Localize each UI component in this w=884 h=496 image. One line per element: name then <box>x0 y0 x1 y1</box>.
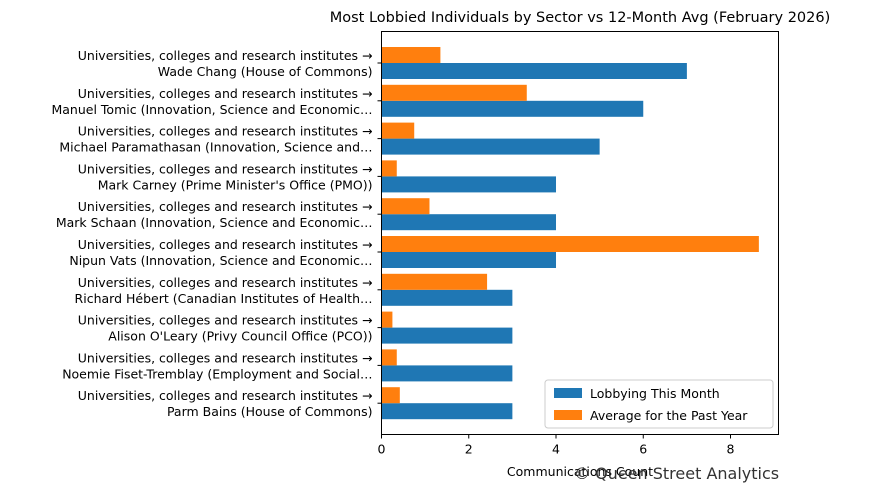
bar-this-month-6 <box>381 252 557 268</box>
y-tick-label-sector: Universities, colleges and research inst… <box>78 388 373 403</box>
bar-this-month-5 <box>381 214 557 231</box>
y-tick-label-sector: Universities, colleges and research inst… <box>78 86 373 101</box>
y-tick-label-sector: Universities, colleges and research inst… <box>78 237 373 252</box>
y-tick-label-sector: Universities, colleges and research inst… <box>78 124 373 139</box>
bar-past-year-avg-4 <box>381 160 397 177</box>
plot-frame <box>381 31 779 435</box>
legend-box <box>544 379 774 429</box>
bar-past-year-avg-10 <box>381 387 400 404</box>
chart-title: Most Lobbied Individuals by Sector vs 12… <box>330 10 831 26</box>
y-tick-label-name: Parm Bains (House of Commons) <box>167 404 373 419</box>
x-tick-label: 0 <box>378 442 386 457</box>
legend-swatch <box>554 410 582 420</box>
bar-this-month-10 <box>381 403 513 420</box>
bar-past-year-avg-9 <box>381 349 397 366</box>
y-tick-label-sector: Universities, colleges and research inst… <box>78 48 373 63</box>
bar-past-year-avg-3 <box>381 122 415 139</box>
y-tick-label-name: Noemie Fiset-Tremblay (Employment and So… <box>62 366 372 381</box>
x-tick-label: 8 <box>727 442 735 457</box>
bar-this-month-7 <box>381 289 513 306</box>
bar-this-month-4 <box>381 176 557 193</box>
bar-past-year-avg-1 <box>381 47 441 63</box>
bar-this-month-3 <box>381 138 600 155</box>
bar-past-year-avg-6 <box>381 236 759 252</box>
x-axis-label: Communications Count <box>507 464 653 479</box>
y-tick-label-name: Michael Paramathasan (Innovation, Scienc… <box>59 140 372 155</box>
x-tick-label: 4 <box>552 442 560 457</box>
y-tick-label-name: Manuel Tomic (Innovation, Science and Ec… <box>51 102 372 117</box>
y-tick-label-name: Mark Schaan (Innovation, Science and Eco… <box>56 215 373 230</box>
y-tick-label-name: Wade Chang (House of Commons) <box>158 64 373 79</box>
x-tick-label: 2 <box>465 442 473 457</box>
y-tick-label-sector: Universities, colleges and research inst… <box>78 350 373 365</box>
y-tick-label-name: Alison O'Leary (Privy Council Office (PC… <box>108 329 372 344</box>
bar-this-month-2 <box>381 100 644 117</box>
y-tick-label-name: Richard Hébert (Canadian Institutes of H… <box>75 291 373 306</box>
legend: Lobbying This Month Average for the Past … <box>544 379 774 429</box>
bars-layer <box>381 47 759 420</box>
y-tick-labels: Universities, colleges and research inst… <box>51 48 382 419</box>
bar-this-month-8 <box>381 327 513 344</box>
bar-past-year-avg-2 <box>381 84 527 101</box>
bar-this-month-1 <box>381 63 687 79</box>
bar-past-year-avg-5 <box>381 198 430 215</box>
bar-past-year-avg-8 <box>381 311 393 328</box>
x-axis: 0 2 4 6 8 <box>378 434 735 457</box>
watermark: © Queen Street Analytics <box>574 464 780 483</box>
y-tick-label-sector: Universities, colleges and research inst… <box>78 199 373 214</box>
legend-label: Average for the Past Year <box>590 408 748 423</box>
bar-this-month-9 <box>381 365 513 382</box>
y-tick-label-sector: Universities, colleges and research inst… <box>78 161 373 176</box>
y-tick-label-sector: Universities, colleges and research inst… <box>78 275 373 290</box>
legend-label: Lobbying This Month <box>590 386 720 401</box>
legend-swatch <box>554 388 582 398</box>
y-tick-label-sector: Universities, colleges and research inst… <box>78 313 373 328</box>
bar-past-year-avg-7 <box>381 273 488 290</box>
y-tick-label-name: Nipun Vats (Innovation, Science and Econ… <box>69 253 372 268</box>
y-tick-label-name: Mark Carney (Prime Minister's Office (PM… <box>98 177 373 192</box>
x-tick-label: 6 <box>639 442 647 457</box>
